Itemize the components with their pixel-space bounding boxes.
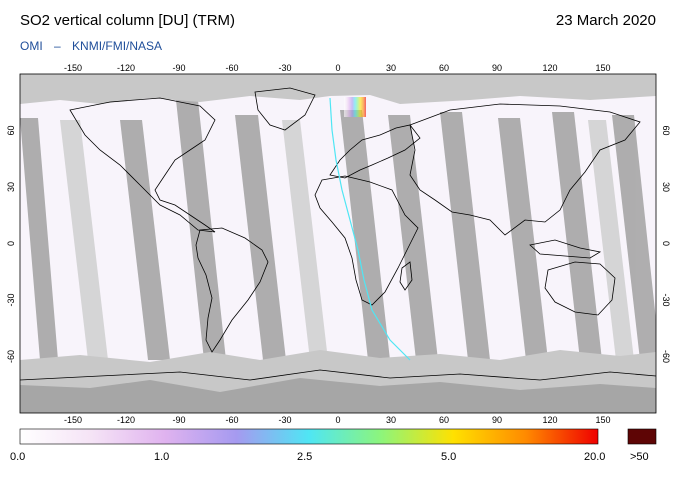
swath-gap <box>235 115 286 360</box>
lon-tick-label-top: -90 <box>172 63 185 73</box>
lon-tick-label-top: 120 <box>542 63 557 73</box>
coast-asia <box>409 103 641 236</box>
swath-light-gaps <box>60 120 634 360</box>
colorbar-gradient <box>19 428 599 445</box>
lon-tick-label-bottom: -150 <box>64 415 82 425</box>
swath-gap <box>60 120 108 360</box>
lon-tick-label-top: -30 <box>278 63 291 73</box>
lon-tick-label-top: -150 <box>64 63 82 73</box>
coast-africa <box>314 175 419 306</box>
high-value-patch <box>344 97 366 117</box>
lat-tick-label-left: -30 <box>6 293 16 306</box>
coast-europe <box>329 124 421 179</box>
date-label: 23 March 2020 <box>555 12 656 29</box>
lat-tick-label-left: -60 <box>6 350 16 363</box>
coast-antarctica <box>20 369 656 381</box>
swath-gap <box>440 112 490 360</box>
lon-tick-label-top: 0 <box>335 63 340 73</box>
lon-tick-label-bottom: 150 <box>595 415 610 425</box>
colorbar-label-5: >50 <box>630 451 649 463</box>
lon-tick-label-bottom: 120 <box>542 415 557 425</box>
lon-tick-label-top: 60 <box>439 63 449 73</box>
page-title: SO2 vertical column [DU] (TRM) <box>20 12 236 29</box>
lon-tick-label-bottom: -30 <box>278 415 291 425</box>
lat-ticks-right: 60 30 0 -30 -60 <box>661 125 671 363</box>
credit-line: OMI – KNMI/FMI/NASA <box>20 39 162 53</box>
lon-tick-label-top: 90 <box>492 63 502 73</box>
swath-gap <box>588 120 634 360</box>
lon-tick-label-bottom: 90 <box>492 415 502 425</box>
swath-gap <box>498 118 548 360</box>
lat-tick-label-left: 30 <box>6 182 16 192</box>
lon-ticks-top: -150 -120 -90 -60 -30 0 30 60 90 120 150 <box>64 63 611 73</box>
colorbar-label-0: 0.0 <box>10 451 26 463</box>
colorbar-label-4: 20.0 <box>584 451 606 463</box>
lon-tick-label-top: 150 <box>595 63 610 73</box>
lon-tick-label-bottom: -120 <box>117 415 135 425</box>
arctic-no-data <box>20 74 656 104</box>
credit-instrument: OMI <box>20 39 43 53</box>
swath-gap <box>612 115 656 360</box>
lat-ticks-left: 60 30 0 -30 -60 <box>6 125 16 363</box>
lon-tick-label-bottom: -60 <box>225 415 238 425</box>
coast-greenland <box>254 87 316 131</box>
colorbar-label-2: 2.5 <box>297 451 313 463</box>
lat-tick-label-right: 60 <box>661 125 671 135</box>
swath-gap <box>120 120 170 360</box>
swath-gap <box>340 110 390 360</box>
colorbar-overflow-swatch <box>627 428 657 445</box>
coast-north-america <box>69 97 216 233</box>
credit-separator: – <box>54 39 61 53</box>
coast-indonesia <box>529 239 602 259</box>
swath-gap <box>20 118 58 360</box>
lon-tick-label-bottom: -90 <box>172 415 185 425</box>
coast-south-america <box>195 227 269 353</box>
lat-tick-label-right: 0 <box>661 241 671 246</box>
swath-gaps <box>20 100 656 360</box>
coastlines <box>20 87 656 381</box>
swath-gap <box>552 112 602 360</box>
coast-madagascar <box>399 261 413 291</box>
lon-tick-label-top: 30 <box>386 63 396 73</box>
lon-ticks-bottom: -150 -120 -90 -60 -30 0 30 60 90 120 150 <box>64 415 611 425</box>
lon-tick-label-top: -60 <box>225 63 238 73</box>
swath-gap <box>282 120 328 360</box>
lon-tick-label-top: -120 <box>117 63 135 73</box>
lon-tick-label-bottom: 60 <box>439 415 449 425</box>
lat-tick-label-right: 30 <box>661 182 671 192</box>
map-area <box>20 74 656 413</box>
map-frame <box>19 73 657 414</box>
lon-tick-label-bottom: 30 <box>386 415 396 425</box>
coast-australia <box>544 261 616 316</box>
lat-tick-label-left: 60 <box>6 125 16 135</box>
credit-institutions: KNMI/FMI/NASA <box>72 39 163 53</box>
lat-tick-label-left: 0 <box>6 241 16 246</box>
antarctic-shade <box>20 378 656 413</box>
lon-tick-label-bottom: 0 <box>335 415 340 425</box>
orbit-edge-trace <box>329 97 411 361</box>
colorbar-label-1: 1.0 <box>154 451 170 463</box>
colorbar-label-3: 5.0 <box>441 451 457 463</box>
lat-tick-label-right: -60 <box>661 350 671 363</box>
lat-tick-label-right: -30 <box>661 293 671 306</box>
